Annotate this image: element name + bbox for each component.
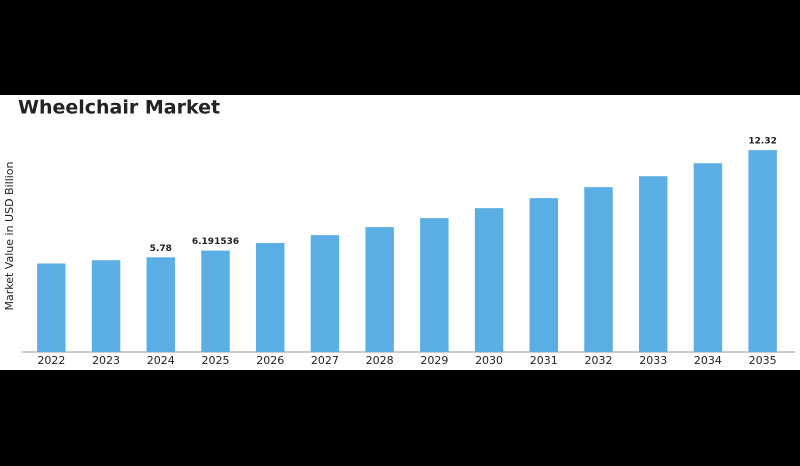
value-label: 12.32 xyxy=(748,137,776,147)
x-tick-label: 2035 xyxy=(749,354,777,367)
bar xyxy=(255,243,285,352)
value-label: 5.78 xyxy=(150,244,172,254)
bar xyxy=(638,176,668,352)
y-axis-label: Market Value in USD Billion xyxy=(3,161,16,310)
bar xyxy=(693,163,723,352)
bar xyxy=(584,187,613,352)
bar xyxy=(748,150,777,352)
bar xyxy=(474,208,504,352)
bar xyxy=(146,257,176,352)
x-tick-label: 2030 xyxy=(475,354,503,367)
x-tick-label: 2034 xyxy=(694,354,722,367)
bar xyxy=(310,235,340,352)
x-tick-label: 2023 xyxy=(92,354,120,367)
x-tick-label: 2031 xyxy=(530,354,558,367)
x-tick-label: 2032 xyxy=(585,354,613,367)
x-tick-label: 2026 xyxy=(256,354,284,367)
x-tick-label: 2024 xyxy=(147,354,175,367)
bar xyxy=(37,263,66,352)
chart-title: Wheelchair Market xyxy=(18,97,220,119)
bar xyxy=(529,198,559,352)
bar xyxy=(420,218,449,352)
x-tick-label: 2025 xyxy=(202,354,230,367)
bar xyxy=(201,250,230,352)
x-tick-label: 2028 xyxy=(366,354,394,367)
x-tick-label: 2029 xyxy=(420,354,448,367)
x-tick-label: 2033 xyxy=(639,354,667,367)
x-tick-label: 2027 xyxy=(311,354,339,367)
value-label: 6.191536 xyxy=(192,237,239,247)
x-tick-label: 2022 xyxy=(37,354,65,367)
bar xyxy=(365,227,394,352)
bar xyxy=(91,260,121,352)
